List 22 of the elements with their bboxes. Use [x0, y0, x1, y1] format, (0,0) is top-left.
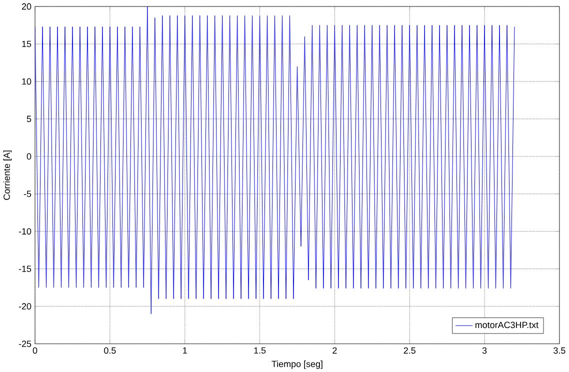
y-tick-label: 5: [26, 116, 32, 122]
y-tick-label: 20: [22, 3, 32, 10]
x-tick-label: 1: [183, 347, 187, 354]
y-tick-label: -20: [18, 303, 32, 310]
y-tick-label: -25: [18, 340, 32, 347]
x-tick-label: 0: [32, 347, 38, 354]
x-axis-title: Tiempo [seg]: [272, 360, 322, 369]
x-tick-label: 1.5: [254, 347, 266, 354]
x-tick-label: 2.5: [404, 347, 416, 354]
line-series: [35, 6, 515, 314]
x-tick-label: 3: [482, 347, 487, 354]
x-tick-label: 2: [332, 347, 337, 354]
legend-label: motorAC3HP.txt: [475, 322, 538, 328]
y-tick-label: -5: [24, 190, 32, 197]
y-tick-label: 0: [26, 153, 32, 160]
y-tick-label: 15: [22, 40, 32, 47]
y-axis-title: Corriente [A]: [3, 150, 12, 200]
y-tick-label: 10: [22, 78, 32, 85]
x-tick-label: 3.5: [554, 347, 566, 354]
y-tick-label: -15: [18, 266, 32, 272]
x-tick-label: 0.5: [104, 347, 116, 354]
y-tick-label: -10: [18, 228, 32, 234]
